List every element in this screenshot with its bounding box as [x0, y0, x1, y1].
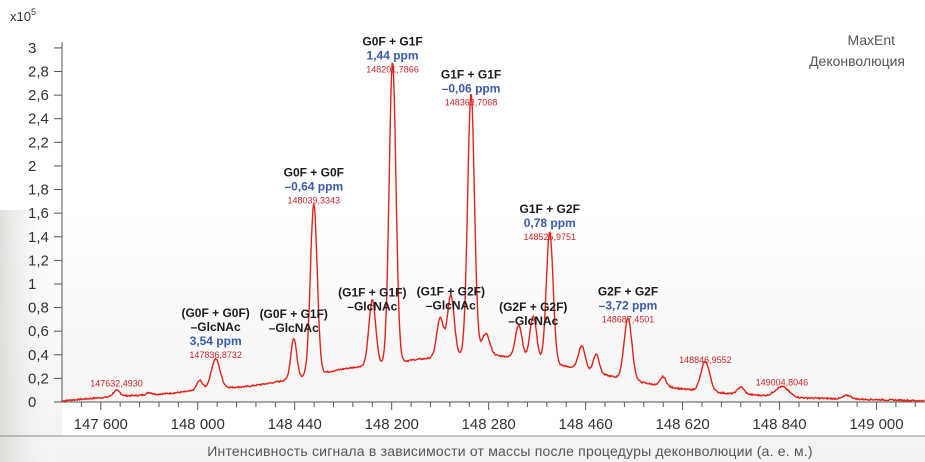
x-tick-label: 148 460: [559, 416, 613, 433]
exponent-label: x105: [10, 7, 36, 24]
annotation-mass: 148525,9751: [523, 232, 576, 242]
annotation-mass: 148201,7866: [366, 64, 419, 74]
annotation-mass: 148363,7068: [445, 97, 498, 107]
peak-mass-label: 147632,4930: [90, 379, 143, 389]
method-label: MaxEnt: [848, 32, 896, 48]
series-line-spectrum: [61, 61, 925, 403]
annotation-ppm: 1,44 ppm: [367, 48, 419, 62]
annotation-name: G2F + G2F: [598, 285, 658, 299]
x-tick-label: 148 280: [462, 416, 516, 433]
y-tick-label: 1: [28, 276, 36, 293]
annotation-name: (G1F + G2F): [417, 284, 485, 298]
annotation-ppm: –3,72 ppm: [599, 299, 658, 313]
y-tick-label: 0,8: [28, 300, 49, 317]
x-tick-label: 148 440: [268, 416, 322, 433]
y-tick-label: 0,4: [28, 347, 49, 364]
mass-labels: 147632,4930 148846,9552 149004,8046: [90, 355, 808, 389]
annotation-ppm: 3,54 ppm: [190, 334, 242, 348]
annotation-sub: –GlcNAc: [508, 314, 558, 328]
y-tick-label: 1,2: [28, 252, 49, 269]
annotation-mass: 148039,3343: [288, 195, 341, 205]
x-tick-label: 148 200: [365, 416, 419, 433]
annotation-name: (G2F + G2F): [499, 300, 567, 314]
peak-annotation: G1F + G1F–0,06 ppm 148363,7068: [441, 67, 501, 107]
peak-annotation: G0F + G0F–0,64 ppm 148039,3343: [284, 165, 344, 205]
annotation-ppm: –0,64 ppm: [284, 179, 343, 193]
y-tick-label: 1,6: [28, 205, 49, 222]
y-tick-label: 0,6: [28, 323, 49, 340]
y-tick-label: 2,4: [28, 111, 49, 128]
annotation-mass: 147836,8732: [189, 350, 242, 360]
x-tick-label: 148 840: [752, 416, 806, 433]
peak-annotation: (G1F + G1F)–GlcNAc: [338, 286, 406, 314]
y-tick-label: 0: [28, 394, 36, 411]
y-tick-label: 2,2: [28, 134, 49, 151]
peak-annotation: G2F + G2F–3,72 ppm 148687,4501: [598, 285, 658, 325]
y-tick-label: 2,8: [28, 64, 49, 81]
x-tick-label: 149 000: [849, 416, 903, 433]
annotation-sub: –GlcNAc: [426, 298, 476, 312]
y-tick-label: 1,4: [28, 229, 49, 246]
peak-mass-label: 148846,9552: [679, 355, 732, 365]
annotation-name: G0F + G1F: [362, 34, 422, 48]
annotation-ppm: 0,78 ppm: [524, 216, 576, 230]
annotation-name: G1F + G1F: [441, 67, 501, 81]
x-axis-title: Интенсивность сигнала в зависимости от м…: [207, 443, 812, 459]
annotation-name: (G1F + G1F): [338, 286, 406, 300]
annotation-name: (G0F + G0F): [181, 306, 249, 320]
peak-annotation: (G0F + G1F)–GlcNAc: [260, 307, 328, 335]
peak-annotation: (G2F + G2F)–GlcNAc: [499, 300, 567, 328]
x-tick-label: 148 620: [655, 416, 709, 433]
y-tick-label: 2,6: [28, 87, 49, 104]
annotation-sub: –GlcNAc: [347, 300, 397, 314]
y-axis: 0 0,2 0,4 0,6 0,8 1 1,2 1,4 1,6 1,8 2 2,2 2,4 2,6 2,8 3: [28, 40, 63, 411]
annotation-name: (G0F + G1F): [260, 307, 328, 321]
y-tick-label: 0,2: [28, 370, 49, 387]
method-sublabel: Деконволюция: [809, 53, 905, 69]
annotation-ppm: –0,06 ppm: [442, 81, 501, 95]
x-tick-label: 147 600: [74, 416, 128, 433]
left-fade-decoration: [0, 210, 60, 462]
annotation-mass: 148687,4501: [602, 315, 655, 325]
x-axis: 147 600 148 000 148 440 148 200 148 280 148 4…: [0, 401, 925, 437]
peak-annotation: (G1F + G2F)–GlcNAc: [417, 284, 485, 312]
annotation-sub: –GlcNAc: [269, 321, 319, 335]
x-tick-label: 148 000: [171, 416, 225, 433]
annotation-name: G1F + G2F: [520, 202, 580, 216]
annotation-name: G0F + G0F: [284, 165, 344, 179]
y-tick-label: 2: [28, 158, 36, 175]
y-tick-label: 3: [28, 40, 36, 57]
annotation-sub: –GlcNAc: [191, 320, 241, 334]
y-tick-label: 1,8: [28, 182, 49, 199]
x-axis-band: [62, 402, 925, 436]
peak-mass-label: 149004,8046: [756, 377, 809, 387]
